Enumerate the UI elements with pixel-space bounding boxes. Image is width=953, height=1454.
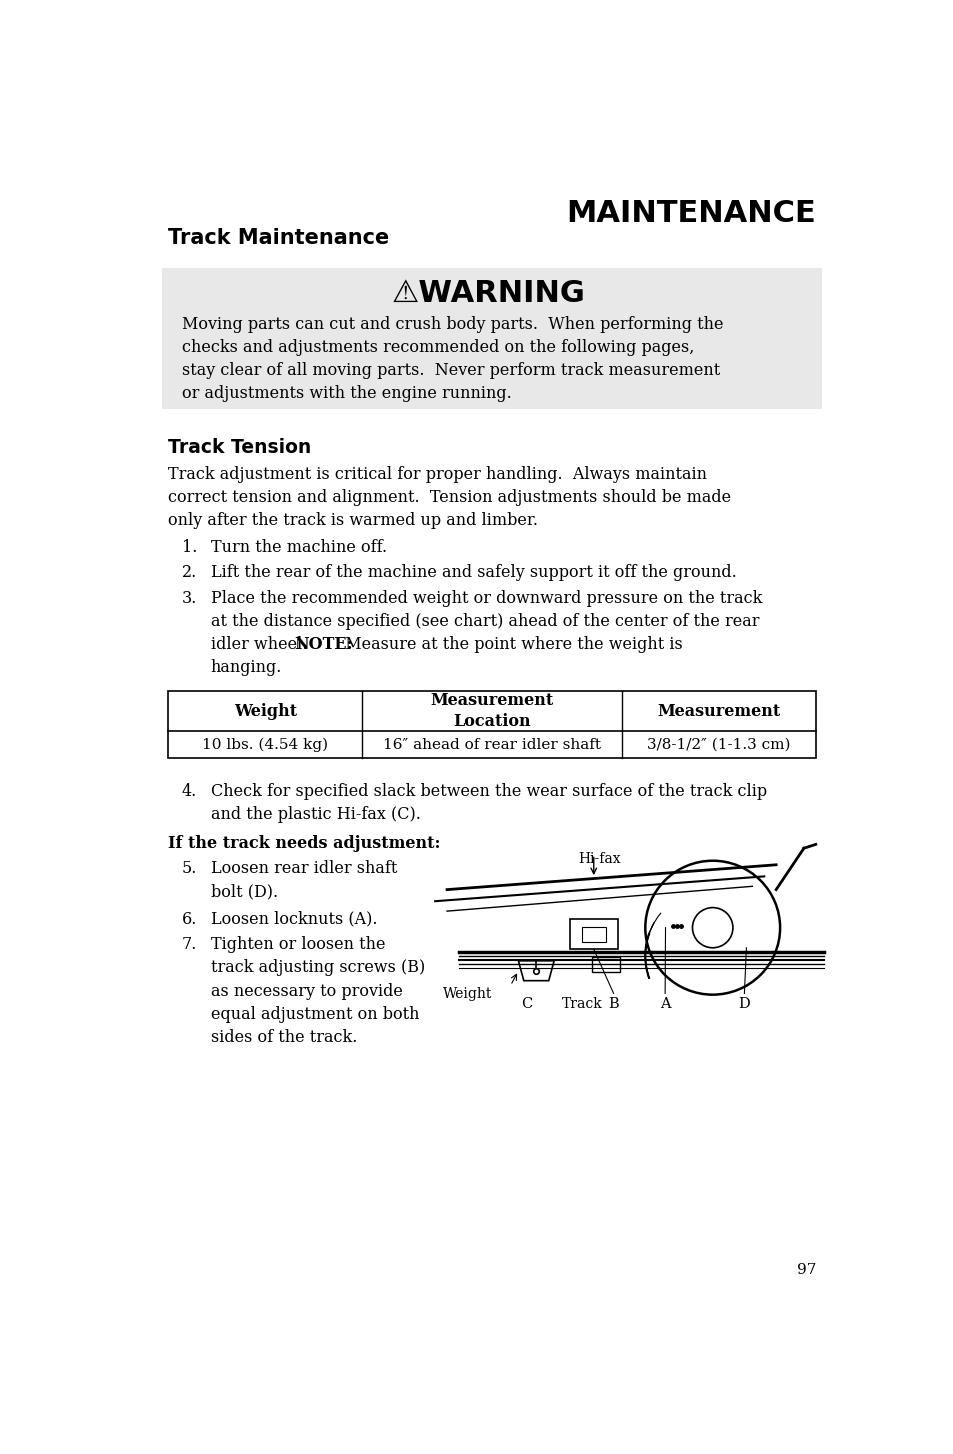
Text: and the plastic Hi-fax (C).: and the plastic Hi-fax (C).: [211, 806, 420, 823]
Text: Measurement: Measurement: [657, 702, 780, 720]
Text: Track Tension: Track Tension: [168, 438, 311, 457]
Text: ⚠WARNING: ⚠WARNING: [392, 279, 585, 308]
Bar: [569, 919, 617, 949]
Text: Turn the machine off.: Turn the machine off.: [211, 539, 386, 557]
Text: 4.: 4.: [182, 782, 197, 800]
Text: 2.: 2.: [182, 564, 197, 582]
Text: C: C: [520, 997, 532, 1011]
Text: 3.: 3.: [182, 589, 197, 606]
Text: Loosen locknuts (A).: Loosen locknuts (A).: [211, 910, 376, 928]
Text: as necessary to provide: as necessary to provide: [211, 983, 402, 999]
Text: Track adjustment is critical for proper handling.  Always maintain: Track adjustment is critical for proper …: [168, 465, 706, 483]
Text: 16″ ahead of rear idler shaft: 16″ ahead of rear idler shaft: [382, 737, 600, 752]
Bar: [168, 691, 815, 758]
Text: or adjustments with the engine running.: or adjustments with the engine running.: [182, 385, 511, 403]
Bar: [581, 926, 605, 942]
Text: track adjusting screws (B): track adjusting screws (B): [211, 960, 424, 977]
FancyBboxPatch shape: [162, 269, 821, 409]
Polygon shape: [517, 961, 554, 980]
Text: correct tension and alignment.  Tension adjustments should be made: correct tension and alignment. Tension a…: [168, 489, 730, 506]
Text: idler wheel.: idler wheel.: [211, 635, 317, 653]
Text: Weight: Weight: [233, 702, 296, 720]
Text: Weight: Weight: [442, 987, 492, 1002]
Text: 7.: 7.: [182, 936, 197, 954]
Text: sides of the track.: sides of the track.: [211, 1029, 356, 1045]
Text: 97: 97: [796, 1264, 815, 1277]
Text: Place the recommended weight or downward pressure on the track: Place the recommended weight or downward…: [211, 589, 761, 606]
Text: Measure at the point where the weight is: Measure at the point where the weight is: [335, 635, 681, 653]
Text: Moving parts can cut and crush body parts.  When performing the: Moving parts can cut and crush body part…: [182, 316, 722, 333]
Text: Loosen rear idler shaft: Loosen rear idler shaft: [211, 859, 396, 877]
Text: Track Maintenance: Track Maintenance: [168, 228, 389, 249]
Text: 5.: 5.: [182, 859, 197, 877]
Text: only after the track is warmed up and limber.: only after the track is warmed up and li…: [168, 512, 537, 529]
Text: Track: Track: [561, 997, 602, 1011]
Text: checks and adjustments recommended on the following pages,: checks and adjustments recommended on th…: [182, 339, 694, 356]
Text: B: B: [608, 997, 618, 1011]
Text: If the track needs adjustment:: If the track needs adjustment:: [168, 835, 440, 852]
Text: hanging.: hanging.: [211, 659, 282, 676]
Text: 6.: 6.: [182, 910, 197, 928]
Text: Tighten or loosen the: Tighten or loosen the: [211, 936, 385, 954]
Text: Lift the rear of the machine and safely support it off the ground.: Lift the rear of the machine and safely …: [211, 564, 736, 582]
Bar: [591, 958, 618, 973]
Text: 1.: 1.: [182, 539, 197, 557]
Text: Check for specified slack between the wear surface of the track clip: Check for specified slack between the we…: [211, 782, 766, 800]
Text: at the distance specified (see chart) ahead of the center of the rear: at the distance specified (see chart) ah…: [211, 612, 759, 630]
Text: NOTE:: NOTE:: [294, 635, 353, 653]
Text: stay clear of all moving parts.  Never perform track measurement: stay clear of all moving parts. Never pe…: [182, 362, 720, 379]
Text: Hi-fax: Hi-fax: [578, 852, 619, 867]
Text: equal adjustment on both: equal adjustment on both: [211, 1006, 418, 1022]
Text: MAINTENANCE: MAINTENANCE: [566, 199, 815, 228]
Text: Measurement
Location: Measurement Location: [430, 692, 553, 730]
Text: 10 lbs. (4.54 kg): 10 lbs. (4.54 kg): [202, 737, 328, 752]
Text: D: D: [738, 997, 749, 1011]
Text: 3/8-1/2″ (1-1.3 cm): 3/8-1/2″ (1-1.3 cm): [646, 737, 790, 752]
Text: bolt (D).: bolt (D).: [211, 883, 277, 900]
Text: A: A: [659, 997, 670, 1011]
